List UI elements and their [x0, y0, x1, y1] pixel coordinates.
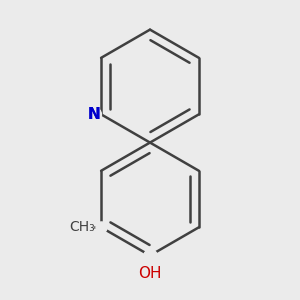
- Text: OH: OH: [138, 266, 162, 281]
- Text: CH₃: CH₃: [69, 220, 94, 234]
- Text: N: N: [87, 107, 100, 122]
- Text: N: N: [87, 107, 100, 122]
